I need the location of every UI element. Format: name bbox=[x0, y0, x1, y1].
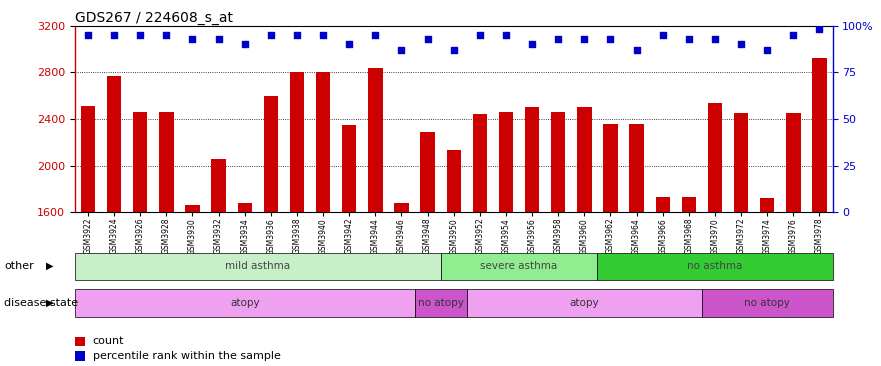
Point bbox=[395, 47, 409, 53]
Bar bbox=[420, 132, 435, 212]
Point bbox=[133, 32, 147, 38]
Point bbox=[787, 32, 801, 38]
Bar bbox=[159, 112, 174, 212]
Text: percentile rank within the sample: percentile rank within the sample bbox=[93, 351, 280, 361]
Point bbox=[368, 32, 382, 38]
Text: atopy: atopy bbox=[230, 298, 260, 308]
Point bbox=[290, 32, 304, 38]
Bar bbox=[786, 113, 801, 212]
Bar bbox=[316, 72, 330, 212]
Point bbox=[525, 41, 539, 47]
Bar bbox=[75, 289, 415, 317]
Bar bbox=[603, 124, 618, 212]
Point bbox=[552, 36, 566, 42]
Bar bbox=[472, 114, 487, 212]
Point bbox=[107, 32, 121, 38]
Bar bbox=[702, 289, 833, 317]
Text: mild asthma: mild asthma bbox=[226, 261, 291, 271]
Bar bbox=[238, 203, 252, 212]
Point bbox=[159, 32, 174, 38]
Bar bbox=[263, 96, 278, 212]
Point bbox=[603, 36, 618, 42]
Point bbox=[185, 36, 199, 42]
Bar bbox=[81, 106, 95, 212]
Bar bbox=[440, 253, 597, 280]
Bar bbox=[342, 125, 357, 212]
Point bbox=[655, 32, 670, 38]
Point bbox=[211, 36, 226, 42]
Bar bbox=[812, 58, 826, 212]
Point bbox=[420, 36, 434, 42]
Text: severe asthma: severe asthma bbox=[480, 261, 558, 271]
Point bbox=[812, 26, 826, 32]
Bar bbox=[368, 68, 382, 212]
Bar bbox=[107, 76, 122, 212]
Bar bbox=[415, 289, 467, 317]
Bar bbox=[760, 198, 774, 212]
Bar bbox=[551, 112, 566, 212]
Bar bbox=[577, 107, 591, 212]
Bar bbox=[447, 150, 461, 212]
Bar bbox=[133, 112, 147, 212]
Text: atopy: atopy bbox=[569, 298, 599, 308]
Bar bbox=[682, 197, 696, 212]
Point bbox=[734, 41, 748, 47]
Text: no atopy: no atopy bbox=[418, 298, 463, 308]
Bar bbox=[734, 113, 748, 212]
Bar bbox=[655, 197, 670, 212]
Bar bbox=[629, 124, 644, 212]
Text: GDS267 / 224608_s_at: GDS267 / 224608_s_at bbox=[75, 11, 233, 25]
Bar bbox=[211, 158, 226, 212]
Text: count: count bbox=[93, 336, 124, 346]
Bar bbox=[185, 205, 200, 212]
Text: no atopy: no atopy bbox=[744, 298, 790, 308]
Bar bbox=[597, 253, 833, 280]
Point bbox=[499, 32, 513, 38]
Point bbox=[81, 32, 95, 38]
Bar bbox=[707, 102, 722, 212]
Point bbox=[342, 41, 356, 47]
Point bbox=[447, 47, 461, 53]
Text: ▶: ▶ bbox=[46, 261, 54, 271]
Point bbox=[630, 47, 644, 53]
Text: other: other bbox=[4, 261, 34, 271]
Point bbox=[577, 36, 591, 42]
Bar bbox=[467, 289, 702, 317]
Bar bbox=[525, 107, 539, 212]
Point bbox=[238, 41, 252, 47]
Text: no asthma: no asthma bbox=[687, 261, 743, 271]
Point bbox=[473, 32, 487, 38]
Text: ▶: ▶ bbox=[46, 298, 54, 308]
Bar bbox=[75, 253, 440, 280]
Point bbox=[760, 47, 774, 53]
Point bbox=[682, 36, 696, 42]
Bar bbox=[499, 112, 513, 212]
Point bbox=[708, 36, 722, 42]
Point bbox=[316, 32, 330, 38]
Point bbox=[263, 32, 278, 38]
Text: disease state: disease state bbox=[4, 298, 78, 308]
Bar bbox=[395, 203, 409, 212]
Bar bbox=[290, 72, 304, 212]
